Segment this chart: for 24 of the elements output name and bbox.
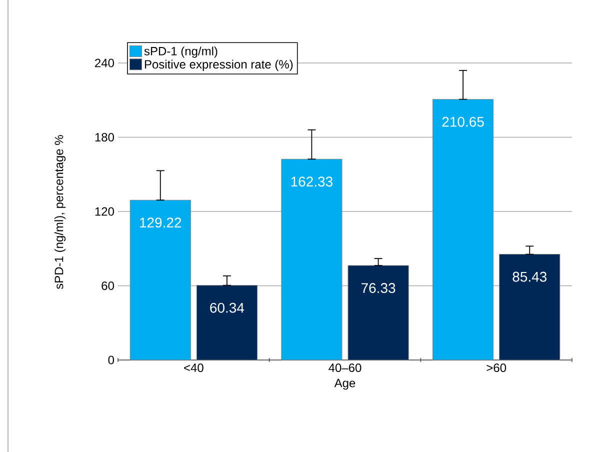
x-tick-label: >60 <box>486 364 506 372</box>
data-label: 129.22 <box>140 218 182 228</box>
data-label: 162.33 <box>291 176 332 187</box>
data-label: 76.33 <box>362 283 396 293</box>
bar <box>130 200 191 360</box>
y-tick-label: 120 <box>95 207 114 216</box>
legend-label: Positive expression rate (%) <box>144 60 293 71</box>
y-tick-label: 60 <box>102 282 114 290</box>
y-axis-title: sPD-1 (ng/ml), percentage % <box>54 135 66 290</box>
x-axis-title: Age <box>334 378 356 390</box>
data-label: 210.65 <box>442 116 484 127</box>
y-tick-label: 180 <box>95 133 114 142</box>
bar <box>196 285 258 360</box>
y-tick-label: 240 <box>95 58 114 68</box>
bar <box>281 158 342 360</box>
x-tick-label: <40 <box>184 364 204 372</box>
bar <box>432 99 494 360</box>
bar <box>499 254 560 360</box>
data-label: 60.34 <box>210 302 244 313</box>
data-label: 85.43 <box>512 272 547 282</box>
y-tick-label: 0 <box>108 356 114 364</box>
bar <box>348 265 409 360</box>
x-tick-label: 40–60 <box>328 364 362 372</box>
legend-label: sPD-1 (ng/ml) <box>144 46 218 58</box>
